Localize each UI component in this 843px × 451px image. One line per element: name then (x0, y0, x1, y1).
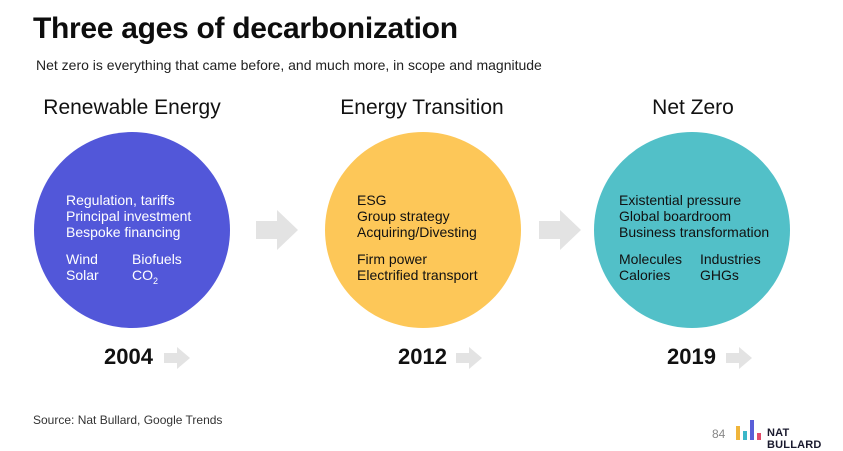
stage-line: Bespoke financing (66, 224, 181, 240)
stage-circle-renewable (34, 132, 230, 328)
page-title: Three ages of decarbonization (33, 12, 458, 45)
stage-year-renewable: 2004 (104, 344, 153, 369)
stage-line: Global boardroom (619, 208, 732, 224)
stage-heading-transition: Energy Transition (340, 96, 504, 119)
right-arrow-icon (164, 347, 190, 369)
right-arrow-icon (726, 347, 752, 369)
grid-cell: Solar (66, 267, 99, 283)
grid-cell: Industries (700, 251, 761, 267)
grid-cell: Molecules (619, 251, 683, 267)
right-arrow-icon (456, 347, 482, 369)
stage-line: Acquiring/Divesting (357, 224, 477, 240)
grid-cell: CO (132, 267, 153, 283)
stage-line: Group strategy (357, 208, 450, 224)
stage-line: Existential pressure (619, 192, 742, 208)
grid-cell: GHGs (700, 267, 739, 283)
stage-grid-renewable: Wind Biofuels Solar CO2 (66, 251, 182, 286)
subscript: 2 (153, 275, 159, 286)
grid-cell: Wind (66, 251, 98, 267)
stage-line: ESG (357, 192, 387, 208)
stage-line: Principal investment (66, 208, 192, 224)
grid-cell: Calories (619, 267, 671, 283)
right-arrow-icon (539, 210, 581, 250)
source-note: Source: Nat Bullard, Google Trends (33, 413, 223, 427)
stage-lines2-transition: Firm power Electrified transport (357, 251, 478, 283)
stage-circle-transition (325, 132, 521, 328)
stage-year-transition: 2012 (398, 344, 447, 369)
stage-heading-renewable: Renewable Energy (43, 96, 221, 119)
grid-cell: Biofuels (132, 251, 182, 267)
stage-heading-netzero: Net Zero (652, 96, 734, 119)
stage-line: Regulation, tariffs (66, 192, 175, 208)
stage-grid-netzero: Molecules Industries Calories GHGs (619, 251, 761, 283)
right-arrow-icon (256, 210, 298, 250)
page-subtitle: Net zero is everything that came before,… (36, 57, 542, 73)
stage-lines-netzero: Existential pressure Global boardroom Bu… (619, 192, 769, 240)
page-number: 84 (712, 427, 726, 441)
stage-lines-transition: ESG Group strategy Acquiring/Divesting (357, 192, 477, 240)
stage-lines-renewable: Regulation, tariffs Principal investment… (66, 192, 191, 240)
stage-line: Electrified transport (357, 267, 478, 283)
stage-line: Business transformation (619, 224, 770, 240)
stage-year-netzero: 2019 (667, 344, 716, 369)
brand-name: NAT BULLARD (767, 427, 822, 451)
brand-logo-icon (736, 420, 761, 440)
stage-circle-netzero (594, 132, 790, 328)
stage-line: Firm power (357, 251, 428, 267)
